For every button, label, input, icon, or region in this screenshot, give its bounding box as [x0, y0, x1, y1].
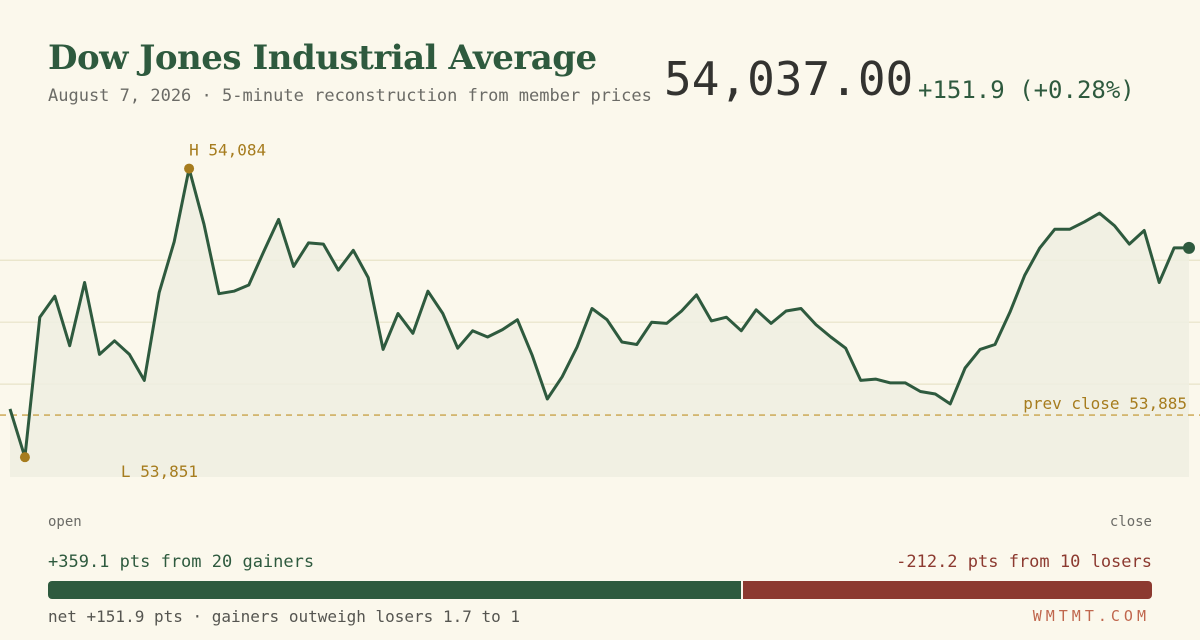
- price-line: [8, 167, 1189, 459]
- page-title: Dow Jones Industrial Average: [48, 38, 597, 78]
- losers-summary: -212.2 pts from 10 losers: [896, 552, 1152, 572]
- gainers-summary: +359.1 pts from 20 gainers: [48, 552, 315, 572]
- gainers-bar-segment: [48, 581, 741, 599]
- brand-mark: WMTMT.COM: [1032, 607, 1150, 625]
- prev-close-label: prev close 53,885: [1023, 394, 1187, 413]
- x-axis-start-label: open: [48, 514, 82, 530]
- intraday-chart: prev close 53,885 H 54,084 L 53,851: [0, 141, 1200, 481]
- high-marker: [184, 163, 195, 174]
- page-subtitle: August 7, 2026 · 5-minute reconstruction…: [48, 86, 652, 106]
- high-label: H 54,084: [189, 141, 266, 160]
- low-label: L 53,851: [121, 462, 198, 481]
- x-axis-end-label: close: [1109, 514, 1152, 530]
- price-change: +151.9 (+0.28%): [918, 76, 1135, 104]
- losers-bar-segment: [742, 581, 1152, 599]
- net-summary: net +151.9 pts · gainers outweigh losers…: [48, 607, 521, 626]
- current-price: 54,037.00: [664, 52, 914, 106]
- low-marker: [19, 452, 30, 463]
- last-price-marker: [1183, 241, 1195, 254]
- breadth-bar: [48, 581, 1152, 599]
- area-fill: [10, 168, 1189, 477]
